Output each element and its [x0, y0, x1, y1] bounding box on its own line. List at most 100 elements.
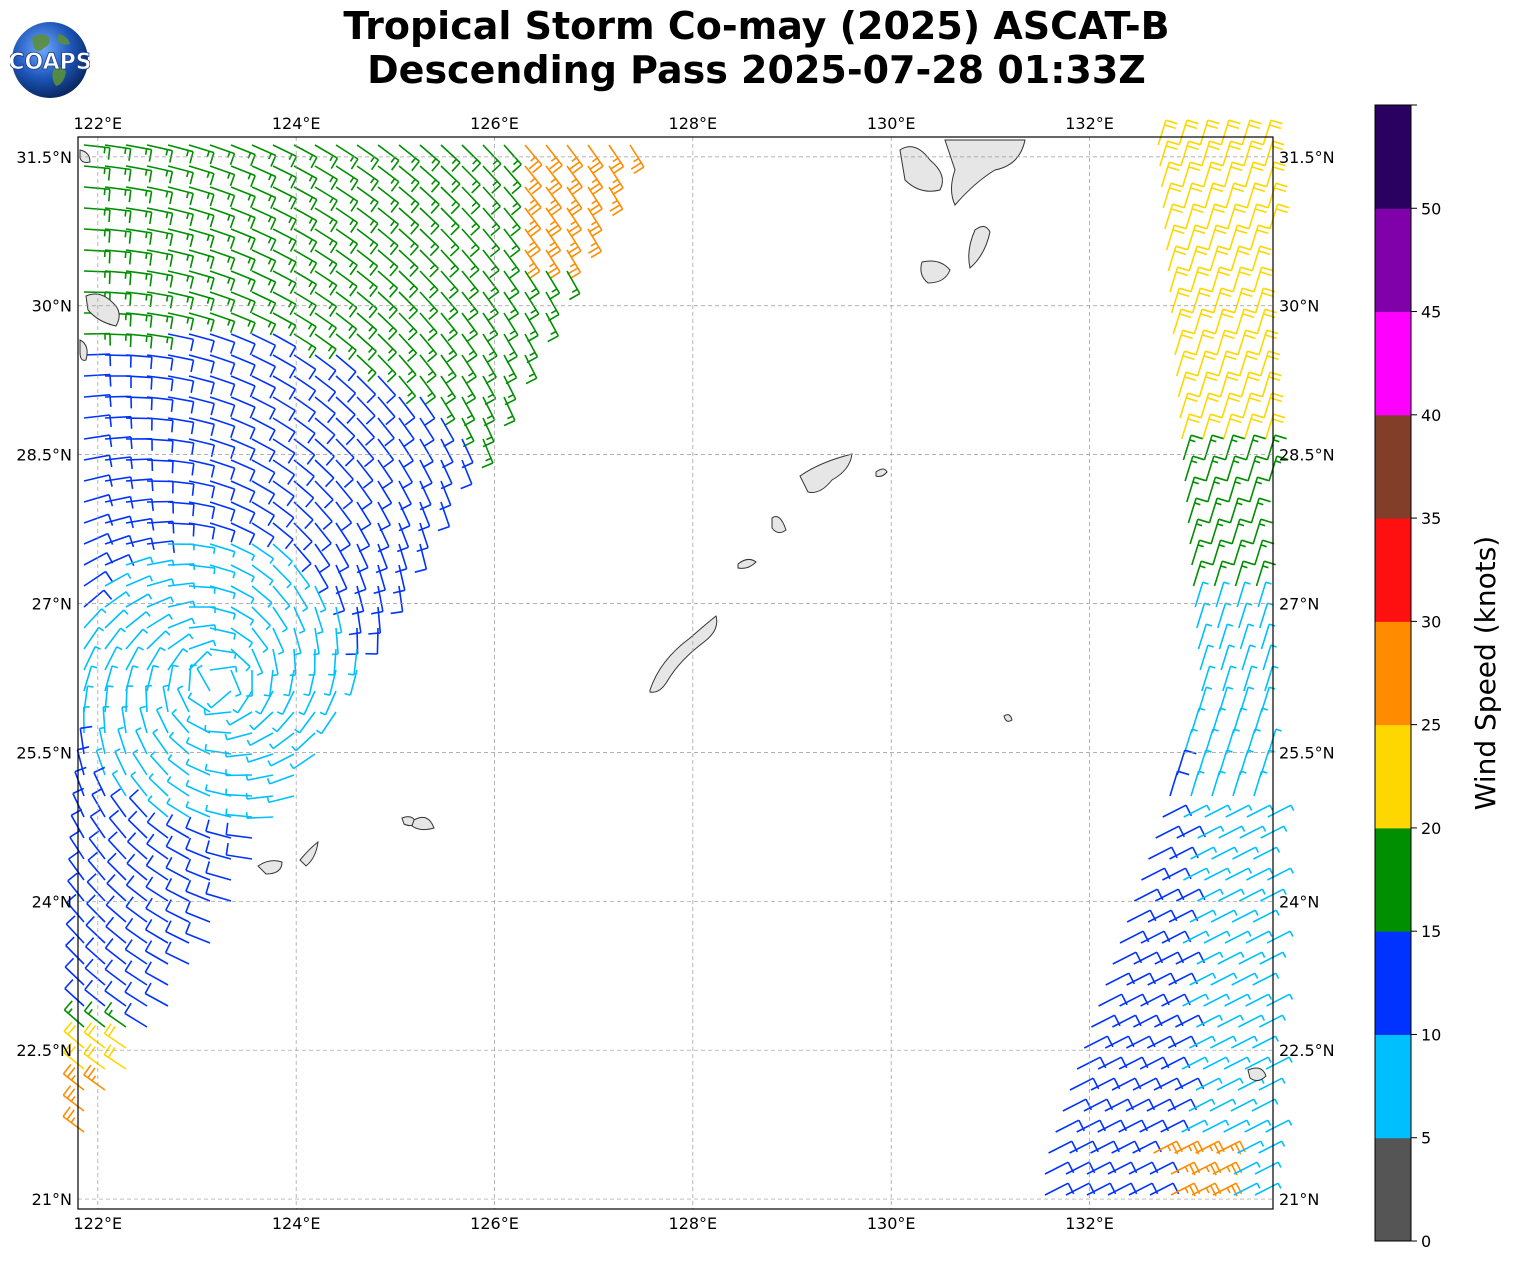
- wind-barb: [356, 459, 374, 489]
- colorbar-bin: [1375, 1137, 1411, 1242]
- wind-barb: [146, 540, 175, 553]
- wind-barb: [356, 354, 377, 383]
- wind-barb: [187, 692, 211, 713]
- wind-barb: [83, 228, 111, 243]
- wind-barb: [1241, 644, 1256, 671]
- wind-barb: [314, 312, 337, 339]
- wind-barb: [335, 480, 354, 510]
- wind-barb: [86, 873, 106, 902]
- wind-barb: [167, 354, 195, 373]
- wind-barb: [1159, 140, 1180, 167]
- wind-barb: [1226, 455, 1247, 482]
- wind-barb: [608, 144, 625, 174]
- wind-barb: [356, 333, 377, 361]
- wind-barb: [1187, 497, 1208, 524]
- wind-barb: [1264, 413, 1286, 440]
- lat-tick-label-right: 24°N: [1279, 892, 1319, 911]
- wind-barb: [356, 417, 375, 446]
- wind-barb: [1190, 846, 1218, 860]
- wind-barb: [377, 165, 400, 192]
- wind-barb: [125, 896, 148, 923]
- colorbar-tick-label: 5: [1421, 1129, 1431, 1148]
- wind-barb: [1248, 203, 1269, 230]
- wind-barb: [314, 249, 338, 275]
- wind-barb: [205, 819, 232, 839]
- wind-barb: [63, 1000, 85, 1028]
- wind-barb: [503, 207, 521, 237]
- wind-barb: [419, 480, 432, 511]
- wind-barb: [1210, 972, 1238, 986]
- wind-barb: [587, 228, 602, 259]
- wind-barb: [230, 396, 256, 419]
- wind-barb: [398, 144, 420, 172]
- wind-barb: [104, 959, 127, 986]
- wind-barb: [104, 354, 132, 368]
- wind-barb: [230, 480, 256, 503]
- wind-barb: [251, 228, 277, 252]
- wind-barb: [419, 438, 434, 469]
- wind-barb: [419, 291, 439, 320]
- wind-barb: [209, 522, 236, 543]
- wind-barb: [314, 144, 339, 170]
- wind-barb: [104, 665, 119, 692]
- wind-barb: [225, 788, 253, 797]
- wind-barb: [1201, 665, 1216, 692]
- wind-barb: [104, 207, 132, 224]
- wind-barb: [272, 144, 298, 168]
- wind-barb: [209, 312, 236, 334]
- wind-barb: [155, 706, 169, 734]
- lon-tick-label-bottom: 124°E: [272, 1214, 321, 1233]
- wind-barb: [230, 291, 256, 314]
- wind-barbs: [62, 119, 1295, 1197]
- wind-barb: [146, 646, 166, 671]
- wind-barb: [272, 585, 291, 611]
- wind-barb: [398, 207, 420, 235]
- wind-barb: [440, 396, 456, 427]
- wind-barb: [398, 417, 415, 447]
- wind-barb: [482, 249, 500, 279]
- island-outline: [771, 516, 787, 534]
- wind-barb: [1181, 161, 1202, 188]
- wind-barb: [272, 270, 297, 295]
- wind-barb: [298, 690, 316, 716]
- wind-barb: [251, 417, 276, 442]
- wind-barb: [230, 228, 256, 251]
- lat-tick-label-left: 27°N: [32, 595, 72, 614]
- island-outline: [968, 226, 991, 269]
- wind-barb: [608, 165, 624, 196]
- wind-barb: [230, 375, 256, 398]
- wind-barb: [461, 228, 480, 258]
- map-frame: [77, 136, 1274, 1210]
- wind-barb: [125, 665, 139, 692]
- wind-barb: [416, 522, 429, 553]
- island-outline: [899, 146, 943, 192]
- wind-barb: [188, 249, 215, 270]
- wind-barb: [356, 375, 377, 404]
- wind-barb: [251, 501, 275, 527]
- lat-tick-label-right: 21°N: [1279, 1190, 1319, 1209]
- island-outline: [649, 615, 718, 693]
- wind-barb: [419, 249, 439, 278]
- island-outline: [737, 558, 757, 569]
- colorbar-bin: [1375, 311, 1411, 416]
- wind-barb: [167, 270, 195, 289]
- wind-barb: [63, 1021, 85, 1049]
- wind-barb: [167, 754, 190, 776]
- wind-barb: [104, 333, 132, 348]
- wind-barb: [272, 165, 298, 189]
- wind-barb: [162, 684, 170, 713]
- wind-barb: [419, 312, 438, 342]
- wind-barb: [419, 144, 441, 172]
- wind-barb: [146, 438, 174, 453]
- wind-barb: [168, 731, 190, 755]
- wind-barb: [146, 613, 173, 629]
- wind-barb: [1174, 1140, 1204, 1155]
- wind-barb: [1232, 770, 1247, 797]
- wind-barb: [146, 664, 160, 692]
- wind-barb: [314, 186, 338, 212]
- wind-barb: [125, 556, 154, 566]
- colorbar-bin: [1375, 724, 1411, 829]
- wind-barb: [1216, 1077, 1244, 1091]
- wind-barb: [419, 186, 440, 214]
- wind-barb: [1232, 266, 1253, 293]
